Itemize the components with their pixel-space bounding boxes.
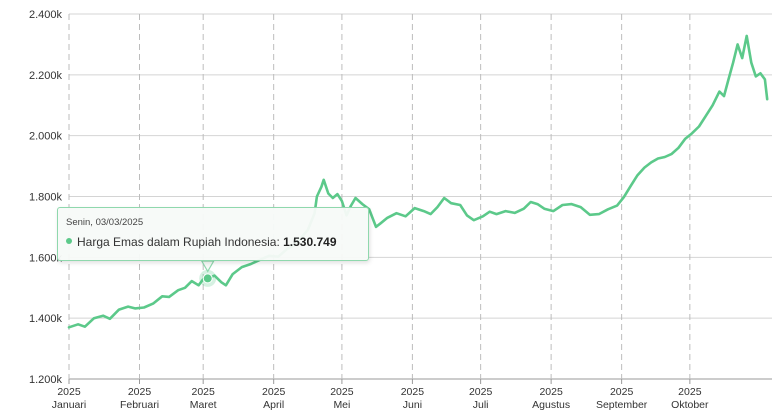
x-tick-year: 2025 (401, 386, 425, 398)
y-tick-label: 2.200k (29, 70, 63, 82)
y-tick-label: 2.000k (29, 131, 63, 143)
x-tick-year: 2025 (57, 386, 81, 398)
y-tick-label: 1.400k (29, 313, 63, 325)
x-tick-month: Januari (52, 399, 86, 411)
x-tick-year: 2025 (262, 386, 286, 398)
x-axis: 2025Januari2025Februari2025Maret2025Apri… (52, 386, 709, 411)
y-tick-label: 1.800k (29, 192, 63, 204)
y-tick-label: 2.400k (29, 9, 63, 21)
y-tick-label: 1.200k (29, 374, 63, 386)
tooltip-series-name: Harga Emas dalam Rupiah Indonesia (77, 235, 277, 249)
grid-layer (68, 13, 772, 384)
x-tick-month: Mei (333, 399, 350, 411)
x-tick-year: 2025 (330, 386, 354, 398)
series-layer (67, 34, 769, 329)
x-tick-month: Agustus (532, 399, 570, 411)
x-tick-year: 2025 (191, 386, 215, 398)
tooltip-value: 1.530.749 (283, 235, 337, 249)
x-tick-year: 2025 (128, 386, 152, 398)
y-axis: 1.200k 1.400k 1.600k 1.800k 2.000k 2.200k 2.40… (29, 9, 63, 386)
x-tick-month: Oktober (671, 399, 709, 411)
series-line (67, 34, 769, 329)
x-tick-month: Maret (190, 399, 217, 411)
x-tick-month: September (596, 399, 648, 411)
tooltip-date: Senin, 03/03/2025 (66, 217, 144, 228)
x-tick-month: April (263, 399, 284, 411)
chart-tooltip: Senin, 03/03/2025 Harga Emas dalam Rupia… (57, 207, 369, 261)
x-tick-year: 2025 (678, 386, 702, 398)
x-tick-month: Juli (473, 399, 489, 411)
tooltip-row: Harga Emas dalam Rupiah Indonesia: 1.530… (66, 235, 337, 249)
hover-marker-layer (199, 260, 217, 287)
x-tick-year: 2025 (539, 386, 563, 398)
x-tick-year: 2025 (469, 386, 493, 398)
series-dot-icon (66, 238, 72, 244)
x-tick-month: Februari (120, 399, 159, 411)
y-tick-label: 1.600k (29, 252, 63, 264)
x-tick-month: Juni (403, 399, 422, 411)
x-tick-year: 2025 (610, 386, 634, 398)
tooltip-pointer (200, 260, 215, 273)
hover-marker (202, 273, 213, 284)
